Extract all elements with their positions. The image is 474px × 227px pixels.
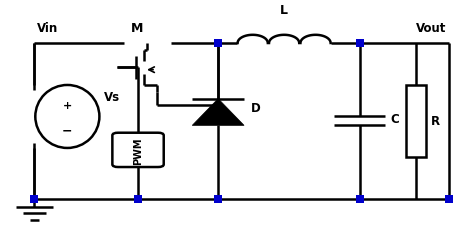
Text: L: L	[280, 4, 288, 17]
Text: Vout: Vout	[416, 22, 447, 35]
Text: R: R	[431, 115, 440, 128]
Text: +: +	[63, 101, 72, 111]
Text: Vs: Vs	[104, 91, 120, 104]
Text: C: C	[390, 113, 399, 126]
Polygon shape	[192, 99, 244, 126]
Text: Vin: Vin	[36, 22, 58, 35]
Text: −: −	[62, 124, 73, 137]
FancyBboxPatch shape	[112, 133, 164, 167]
Text: PWM: PWM	[133, 136, 143, 164]
Text: M: M	[131, 22, 143, 35]
Bar	[406, 86, 426, 157]
Text: D: D	[251, 102, 261, 115]
